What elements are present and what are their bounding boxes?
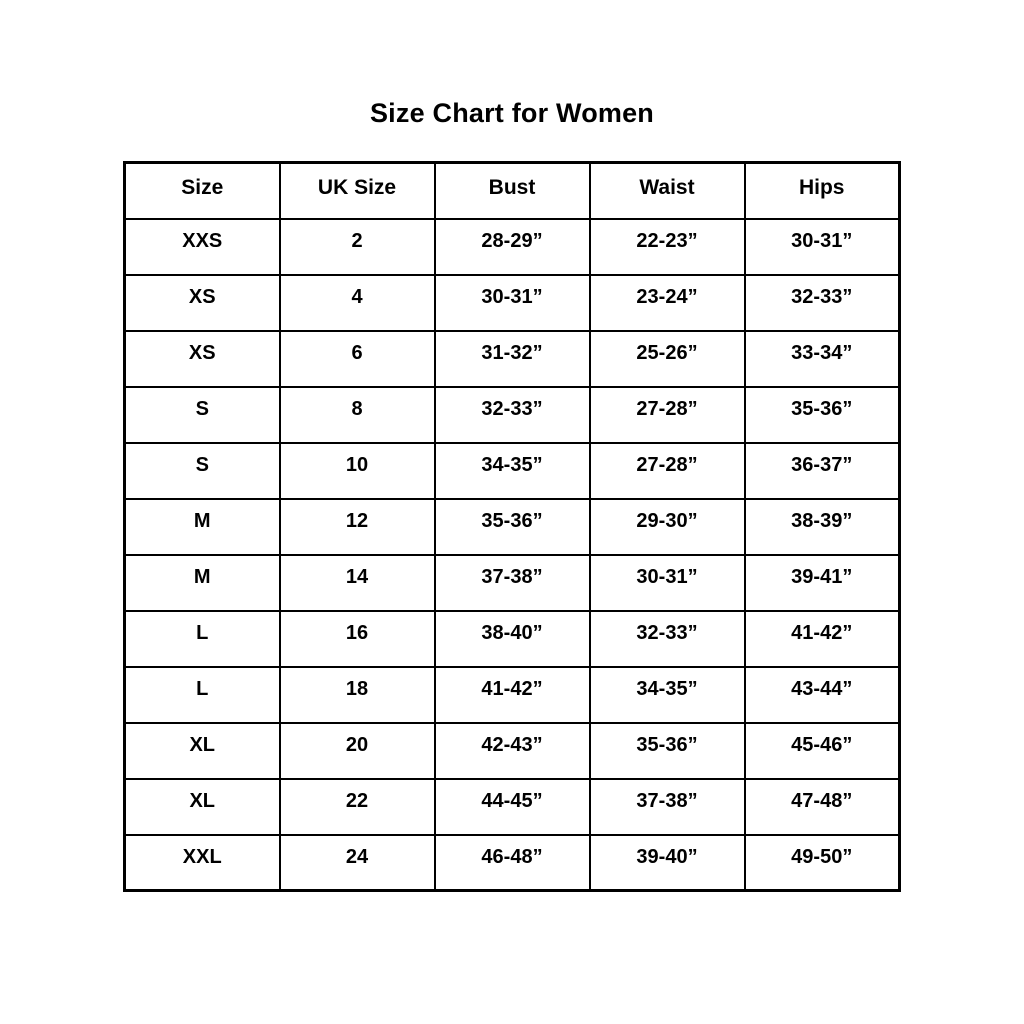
table-cell: 38-39” [743,497,901,556]
table-body: XXS 2 28-29” 22-23” 30-31” XS 4 30-31” 23-24” 32-… [123,217,901,892]
table-cell: 38-40” [433,609,591,668]
table-row: XS 4 30-31” 23-24” 32-33” [123,273,901,332]
table-cell: 37-38” [433,553,591,612]
table-cell: 29-30” [588,497,746,556]
header-cell: Hips [743,161,901,220]
table-cell: 2 [278,217,436,276]
table-cell: 28-29” [433,217,591,276]
table-row: M 12 35-36” 29-30” 38-39” [123,497,901,556]
table-cell: L [123,609,281,668]
table-header: Size UK Size Bust Waist Hips [123,161,901,220]
table-cell: 41-42” [433,665,591,724]
table-row: L 16 38-40” 32-33” 41-42” [123,609,901,668]
table-cell: 22 [278,777,436,836]
table-row: L 18 41-42” 34-35” 43-44” [123,665,901,724]
table-row: S 10 34-35” 27-28” 36-37” [123,441,901,500]
table-cell: M [123,497,281,556]
table-cell: 14 [278,553,436,612]
table-row: XXS 2 28-29” 22-23” 30-31” [123,217,901,276]
table-cell: S [123,385,281,444]
table-cell: 30-31” [743,217,901,276]
table-header-row: Size UK Size Bust Waist Hips [123,161,901,220]
table-cell: 20 [278,721,436,780]
table-cell: 12 [278,497,436,556]
table-cell: 36-37” [743,441,901,500]
table-cell: 18 [278,665,436,724]
table-cell: 23-24” [588,273,746,332]
table-cell: 46-48” [433,833,591,892]
table-cell: L [123,665,281,724]
table-cell: S [123,441,281,500]
table-cell: 25-26” [588,329,746,388]
table-cell: 27-28” [588,441,746,500]
table-cell: 34-35” [588,665,746,724]
header-cell: Size [123,161,281,220]
table-cell: XS [123,273,281,332]
table-cell: 41-42” [743,609,901,668]
table-cell: 27-28” [588,385,746,444]
table-cell: 16 [278,609,436,668]
table-cell: XS [123,329,281,388]
table-row: XL 22 44-45” 37-38” 47-48” [123,777,901,836]
table-cell: M [123,553,281,612]
table-cell: XL [123,777,281,836]
table-cell: 49-50” [743,833,901,892]
table-cell: 35-36” [433,497,591,556]
table-cell: 35-36” [588,721,746,780]
table-row: M 14 37-38” 30-31” 39-41” [123,553,901,612]
table-cell: 32-33” [433,385,591,444]
table-cell: 31-32” [433,329,591,388]
table-cell: 32-33” [588,609,746,668]
table-row: S 8 32-33” 27-28” 35-36” [123,385,901,444]
table-cell: 42-43” [433,721,591,780]
table-cell: 44-45” [433,777,591,836]
table-cell: 24 [278,833,436,892]
table-cell: 37-38” [588,777,746,836]
table-cell: 34-35” [433,441,591,500]
table-cell: 4 [278,273,436,332]
table-cell: 32-33” [743,273,901,332]
table-cell: 30-31” [433,273,591,332]
table-cell: 10 [278,441,436,500]
table-cell: 45-46” [743,721,901,780]
table-cell: 47-48” [743,777,901,836]
table-cell: 33-34” [743,329,901,388]
header-cell: Bust [433,161,591,220]
size-chart-table: Size UK Size Bust Waist Hips XXS 2 28-29” 22-23… [123,161,901,892]
table-row: XXL 24 46-48” 39-40” 49-50” [123,833,901,892]
table-cell: 39-41” [743,553,901,612]
table-cell: XXL [123,833,281,892]
table-cell: XXS [123,217,281,276]
table-row: XS 6 31-32” 25-26” 33-34” [123,329,901,388]
table-cell: 6 [278,329,436,388]
table-cell: 8 [278,385,436,444]
page-title: Size Chart for Women [369,98,655,128]
header-cell: Waist [588,161,746,220]
table-cell: 30-31” [588,553,746,612]
header-cell: UK Size [278,161,436,220]
table-cell: 39-40” [588,833,746,892]
table-cell: 35-36” [743,385,901,444]
table-cell: 22-23” [588,217,746,276]
table-row: XL 20 42-43” 35-36” 45-46” [123,721,901,780]
table-cell: XL [123,721,281,780]
table-cell: 43-44” [743,665,901,724]
